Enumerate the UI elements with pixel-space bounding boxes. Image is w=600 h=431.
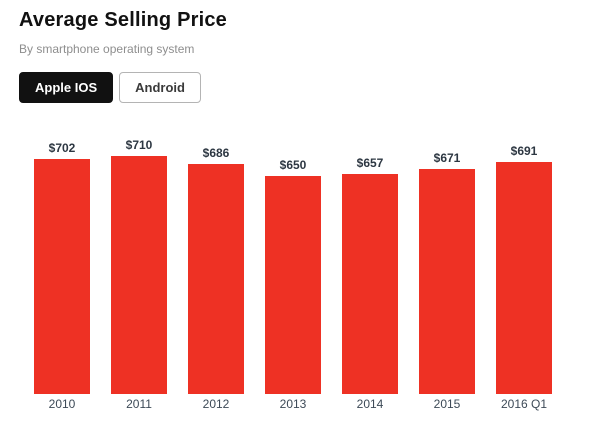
bar-value-label: $702 [48, 141, 76, 155]
x-axis-label: 2015 [433, 397, 461, 411]
bar-value-label: $657 [356, 156, 384, 170]
x-axis-label: 2010 [48, 397, 76, 411]
bar-group: $702 2010 [34, 141, 90, 411]
bar[interactable] [265, 176, 321, 394]
x-axis-label: 2012 [202, 397, 230, 411]
bar[interactable] [111, 156, 167, 394]
bar-group: $686 2012 [188, 146, 244, 411]
bar-chart: $702 2010 $710 2011 $686 2012 $650 2013 $657 2014… [34, 138, 552, 411]
bar-group: $650 2013 [265, 158, 321, 411]
bar[interactable] [188, 164, 244, 394]
page-subtitle: By smartphone operating system [19, 42, 195, 56]
bar[interactable] [419, 169, 475, 394]
os-toggle-group: Apple IOS Android [19, 72, 582, 103]
x-axis-label: 2011 [126, 397, 152, 411]
bar-group: $657 2014 [342, 156, 398, 411]
x-axis-label: 2013 [279, 397, 307, 411]
bar-value-label: $650 [279, 158, 307, 172]
x-axis-label: 2014 [356, 397, 384, 411]
x-axis-label: 2016 Q1 [500, 397, 548, 411]
bar-value-label: $691 [510, 144, 538, 158]
bar-group: $710 2011 [111, 138, 167, 411]
bar-value-label: $671 [433, 151, 461, 165]
bar[interactable] [496, 162, 552, 394]
tab-apple-ios[interactable]: Apple IOS [19, 72, 114, 103]
bar-group: $691 2016 Q1 [496, 144, 552, 411]
bar-value-label: $710 [125, 138, 153, 152]
tab-android[interactable]: Android [119, 72, 201, 103]
bar-value-label: $686 [202, 146, 230, 160]
bar[interactable] [34, 159, 90, 394]
bar[interactable] [342, 174, 398, 394]
page-title: Average Selling Price [19, 9, 227, 31]
bar-group: $671 2015 [419, 151, 475, 411]
